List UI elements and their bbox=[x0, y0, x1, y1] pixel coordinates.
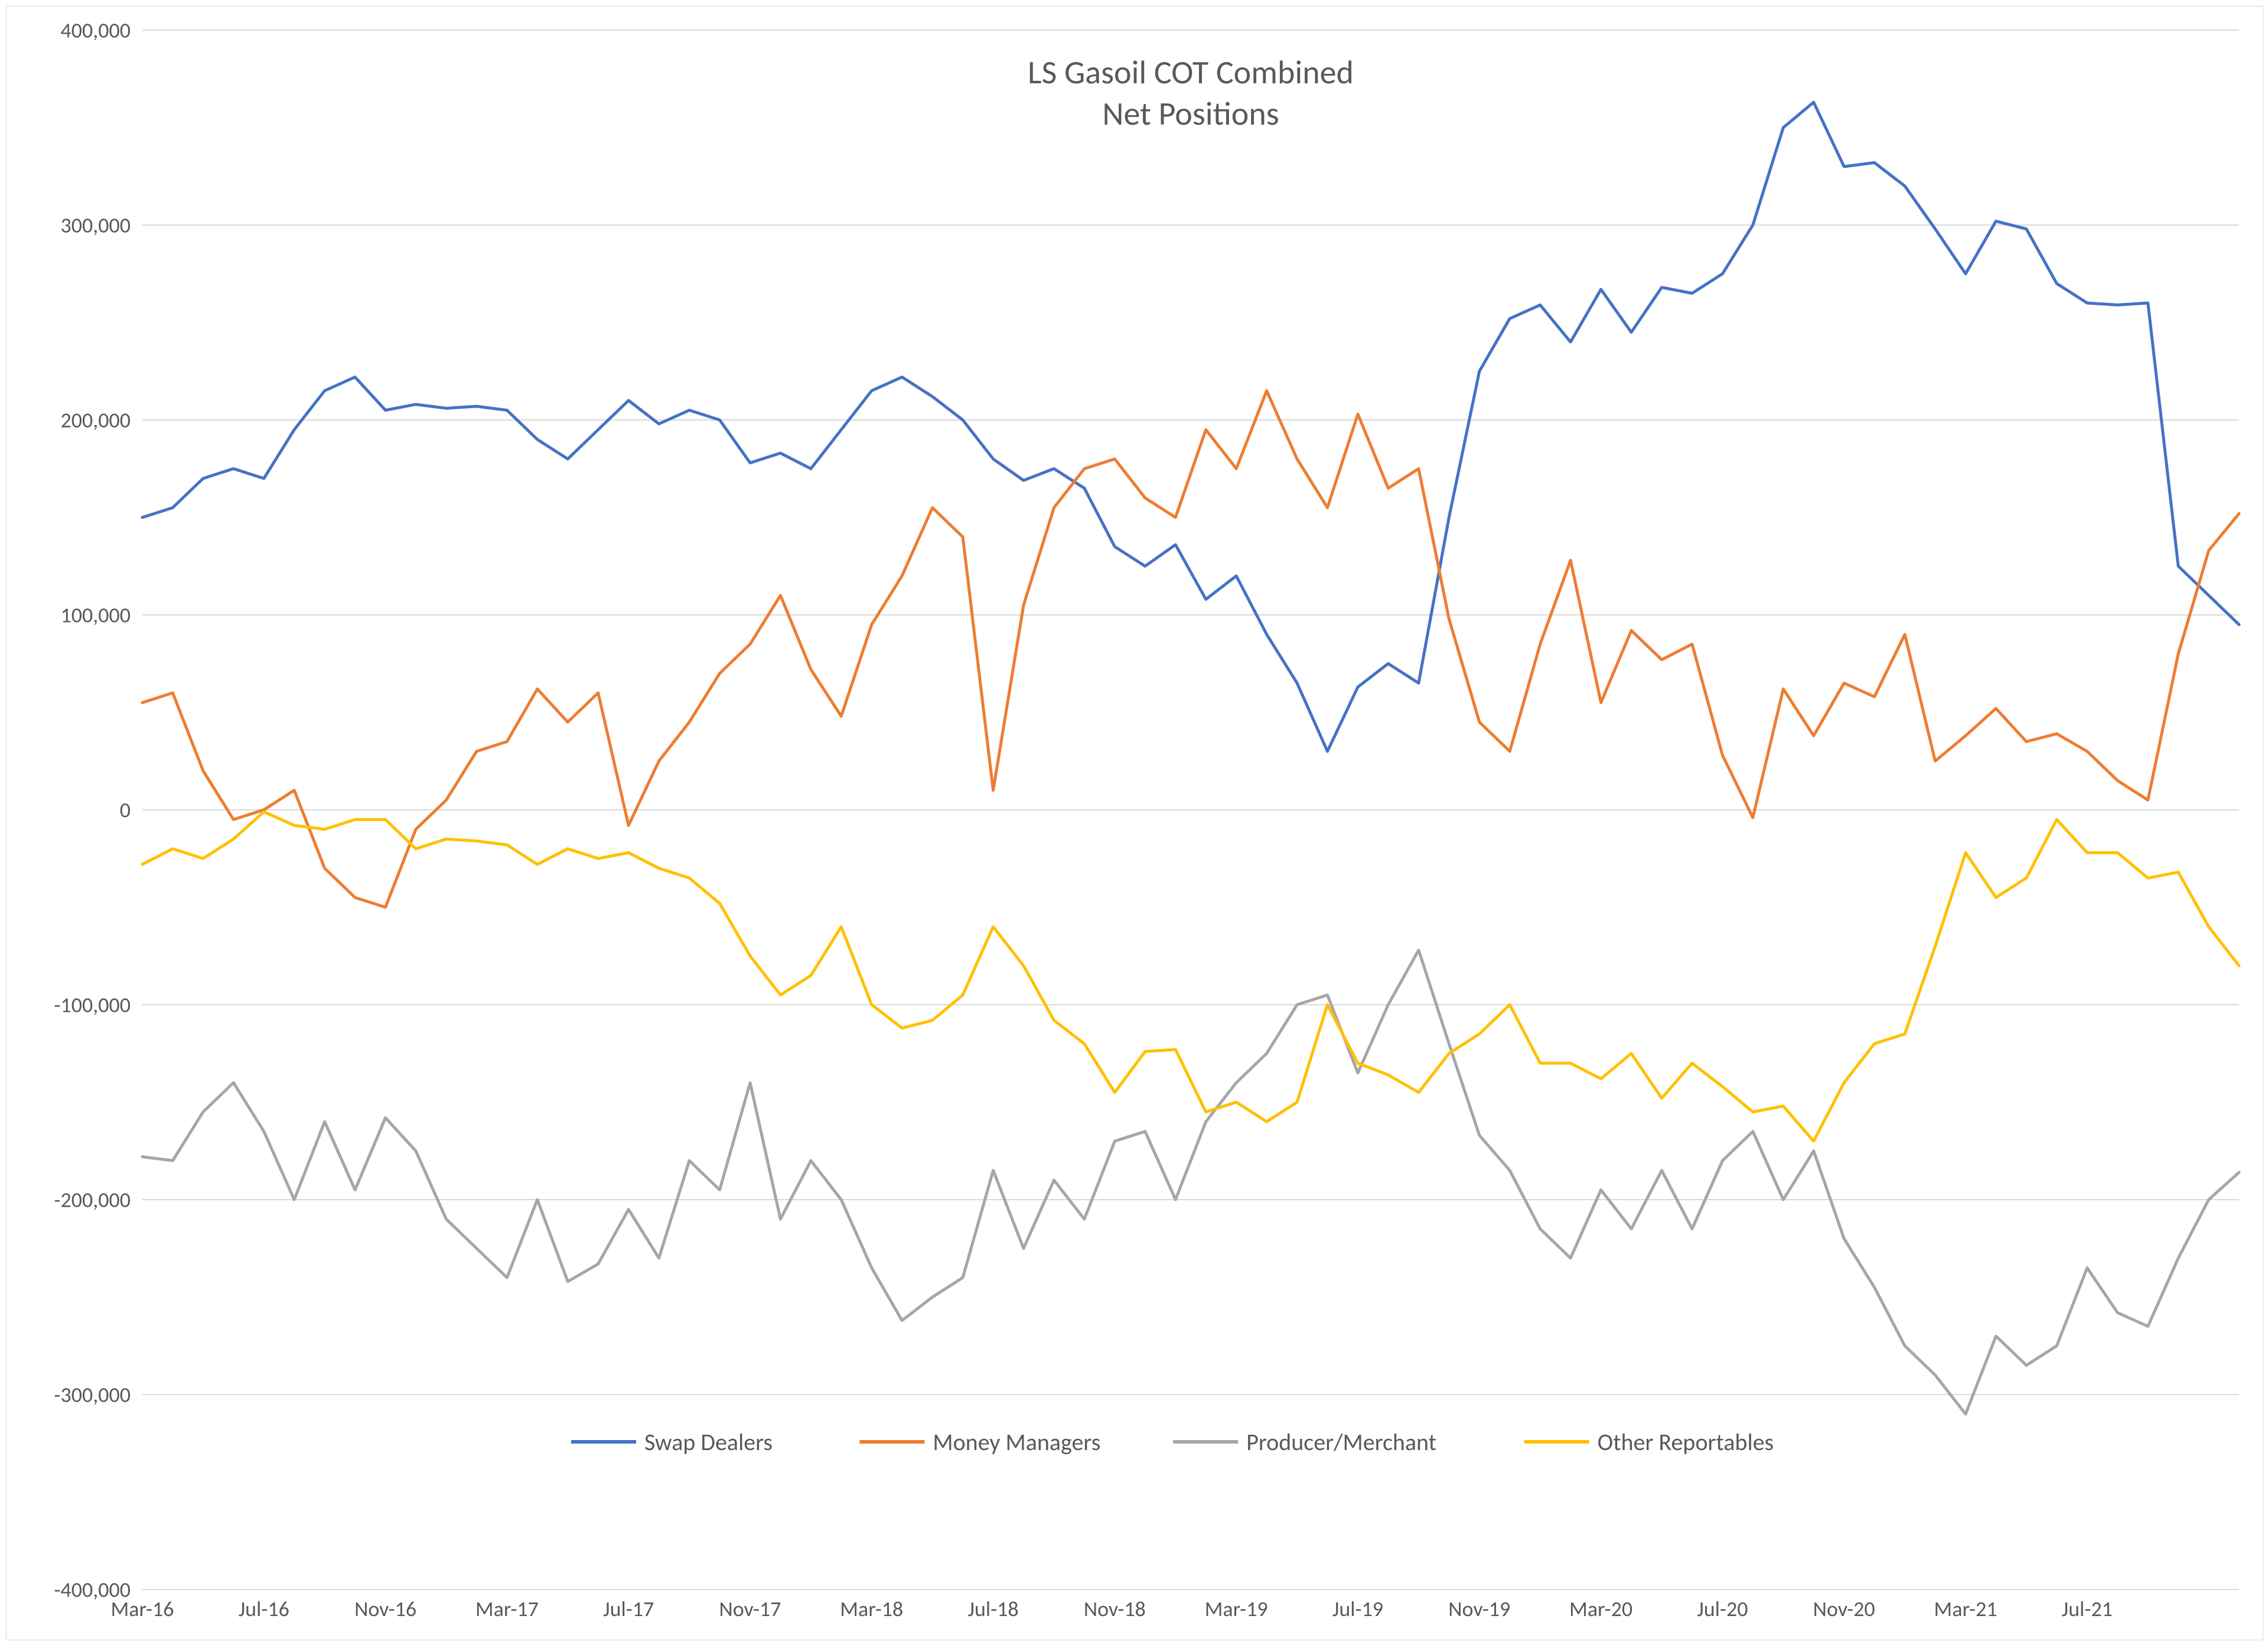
y-tick-label: -100,000 bbox=[54, 992, 131, 1018]
x-tick-label: Mar-16 bbox=[110, 1596, 174, 1622]
x-tick-label: Jul-17 bbox=[603, 1596, 654, 1622]
x-tick-label: Jul-19 bbox=[1332, 1596, 1383, 1622]
x-tick-label: Nov-17 bbox=[719, 1596, 781, 1622]
y-tick-label: 100,000 bbox=[61, 602, 131, 628]
x-tick-label: Nov-19 bbox=[1448, 1596, 1510, 1622]
y-tick-label: 200,000 bbox=[61, 408, 131, 434]
x-tick-label: Nov-20 bbox=[1813, 1596, 1875, 1622]
x-tick-label: Mar-18 bbox=[840, 1596, 903, 1622]
y-tick-label: 400,000 bbox=[61, 18, 131, 44]
x-tick-label: Mar-19 bbox=[1205, 1596, 1268, 1622]
x-tick-label: Nov-16 bbox=[354, 1596, 416, 1622]
y-tick-label: -200,000 bbox=[54, 1187, 131, 1213]
x-tick-label: Jul-16 bbox=[239, 1596, 289, 1622]
x-tick-label: Mar-20 bbox=[1569, 1596, 1632, 1622]
series-swap-dealers bbox=[142, 102, 2239, 751]
legend-label: Producer/Merchant bbox=[1246, 1428, 1436, 1457]
x-tick-label: Jul-21 bbox=[2062, 1596, 2113, 1622]
chart-border: -400,000-300,000-200,000-100,0000100,000… bbox=[6, 6, 2263, 1640]
series-money-managers bbox=[142, 391, 2239, 908]
y-tick-label: 300,000 bbox=[61, 213, 131, 239]
x-tick-label: Mar-21 bbox=[1934, 1596, 1997, 1622]
y-tick-label: 0 bbox=[120, 797, 131, 823]
chart-title-line1: LS Gasoil COT Combined bbox=[1028, 53, 1354, 93]
legend-label: Money Managers bbox=[933, 1428, 1100, 1457]
y-tick-label: -300,000 bbox=[54, 1382, 131, 1408]
chart-title-line2: Net Positions bbox=[1102, 94, 1279, 134]
chart-container: -400,000-300,000-200,000-100,0000100,000… bbox=[0, 0, 2268, 1645]
series-other-reportables bbox=[142, 812, 2239, 1141]
x-tick-label: Mar-17 bbox=[475, 1596, 539, 1622]
series-producer-merchant bbox=[142, 950, 2239, 1414]
x-tick-label: Jul-18 bbox=[967, 1596, 1018, 1622]
line-chart: -400,000-300,000-200,000-100,0000100,000… bbox=[6, 6, 2263, 1640]
x-tick-label: Nov-18 bbox=[1084, 1596, 1146, 1622]
x-tick-label: Jul-20 bbox=[1697, 1596, 1748, 1622]
legend-label: Swap Dealers bbox=[644, 1428, 773, 1457]
legend-label: Other Reportables bbox=[1598, 1428, 1774, 1457]
